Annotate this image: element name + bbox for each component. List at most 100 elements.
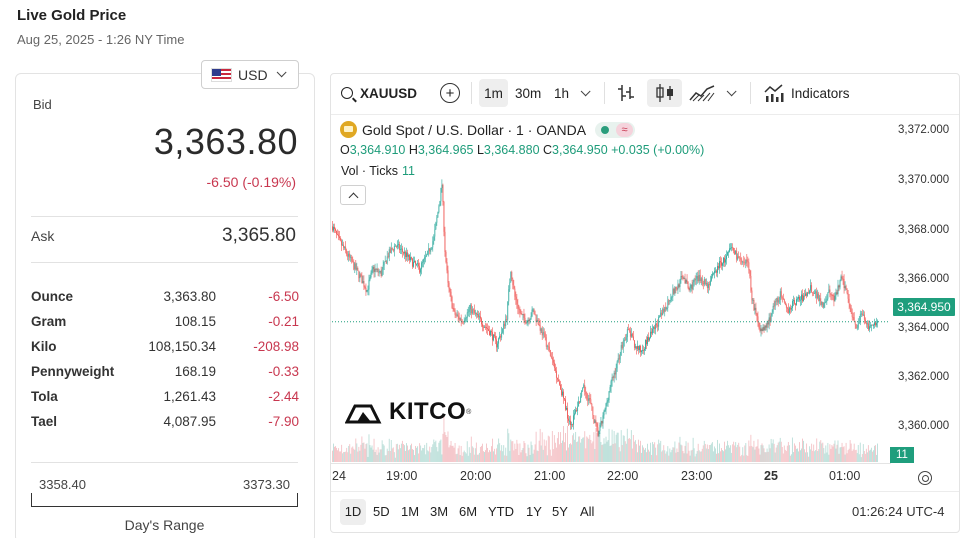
volume-bar: [370, 447, 372, 462]
candle-body: [470, 304, 472, 314]
volume-bar: [536, 450, 538, 462]
volume-bar: [497, 444, 499, 462]
bar-chart-type-icon[interactable]: [617, 83, 635, 103]
volume-bar: [739, 446, 741, 462]
range-5y-button[interactable]: 5Y: [552, 504, 568, 519]
volume-bar: [870, 447, 872, 462]
volume-bar: [777, 442, 779, 462]
candle-body: [554, 367, 556, 371]
volume-bar: [672, 447, 674, 462]
volume-bar: [527, 444, 529, 462]
volume-bar: [519, 443, 521, 462]
candle-body: [746, 259, 748, 262]
range-1y-button[interactable]: 1Y: [526, 504, 542, 519]
volume-bar: [419, 443, 421, 462]
range-all-button[interactable]: All: [580, 504, 595, 519]
candles-chart-type-button[interactable]: [647, 79, 682, 107]
candle-body: [719, 261, 720, 269]
candle-body: [818, 293, 820, 301]
candle-body: [542, 332, 544, 336]
market-status-badge[interactable]: ≈: [595, 121, 636, 138]
interval-1h-button[interactable]: 1h: [554, 79, 569, 107]
volume-bar: [475, 442, 477, 462]
candle-body: [606, 401, 608, 404]
volume-bar: [341, 444, 343, 462]
candle-body: [540, 328, 542, 331]
candle-body: [876, 322, 877, 326]
volume-bar: [438, 442, 440, 462]
candle-body: [448, 282, 450, 289]
volume-bar: [380, 449, 382, 462]
candle-body: [588, 398, 590, 401]
range-ytd-button[interactable]: YTD: [488, 504, 514, 519]
interval-1m-button[interactable]: 1m: [479, 79, 508, 107]
candle-body: [372, 266, 374, 270]
volume-bar: [705, 448, 707, 462]
last-price-tag: 3,364.950: [893, 298, 955, 316]
candle-body: [545, 337, 547, 347]
area-chart-type-icon[interactable]: [689, 84, 715, 102]
candle-body: [464, 319, 466, 322]
candle-body: [847, 293, 849, 299]
candle-body: [706, 283, 708, 288]
volume-bar: [381, 440, 383, 462]
volume-bar: [524, 443, 526, 462]
candle-body: [550, 356, 552, 358]
candle-body: [796, 299, 797, 306]
volume-bar: [802, 438, 803, 462]
indicators-button[interactable]: Indicators: [763, 79, 850, 107]
volume-bar: [463, 450, 465, 462]
symbol-search-button[interactable]: XAUUSD: [341, 79, 417, 107]
candle-body: [398, 244, 400, 251]
volume-bar: [338, 448, 340, 462]
volume-bar: [691, 449, 693, 462]
volume-bar: [545, 440, 547, 462]
candle-body: [475, 312, 477, 315]
open-label: O: [340, 143, 350, 157]
candle-body: [639, 346, 640, 351]
candle-body: [836, 292, 838, 295]
interval-30m-button[interactable]: 30m: [515, 79, 541, 107]
candle-body: [359, 274, 361, 279]
volume-bar: [462, 452, 464, 462]
candle-body: [828, 289, 830, 293]
unit-change: -0.21: [268, 314, 299, 329]
candle-body: [445, 252, 447, 263]
collapse-legend-button[interactable]: [340, 185, 366, 205]
volume-bar: [796, 448, 797, 462]
candle-body: [758, 322, 760, 328]
candle-body: [378, 271, 380, 273]
candle-body: [725, 259, 726, 263]
range-5d-button[interactable]: 5D: [373, 504, 390, 519]
candle-body: [740, 258, 742, 260]
volume-bar: [487, 447, 488, 462]
chart-settings-icon[interactable]: [918, 471, 932, 485]
volume-bar: [637, 439, 639, 462]
candle-body: [858, 321, 860, 323]
volume-bar: [525, 453, 527, 462]
volume-bar: [437, 451, 439, 462]
volume-bar: [392, 447, 394, 462]
compare-symbol-button[interactable]: +: [440, 83, 460, 103]
range-6m-button[interactable]: 6M: [459, 504, 478, 519]
candle-body: [662, 308, 664, 316]
volume-bar: [812, 450, 814, 462]
currency-select[interactable]: USD: [201, 60, 299, 89]
candle-body: [417, 263, 418, 265]
range-3m-button[interactable]: 3M: [430, 504, 449, 519]
candle-body: [631, 333, 633, 337]
volume-bar: [397, 449, 399, 462]
range-1m-button[interactable]: 1M: [401, 504, 420, 519]
range-1d-button[interactable]: 1D: [340, 499, 366, 525]
candle-body: [717, 266, 718, 273]
candle-body: [737, 256, 739, 260]
candle-body: [425, 256, 427, 258]
candle-body: [556, 377, 558, 380]
volume-bar: [504, 455, 506, 462]
volume-bar: [582, 437, 584, 462]
volume-bar: [845, 442, 847, 462]
volume-bar: [436, 447, 438, 462]
candle-body: [339, 236, 340, 239]
volume-bar: [781, 447, 783, 462]
